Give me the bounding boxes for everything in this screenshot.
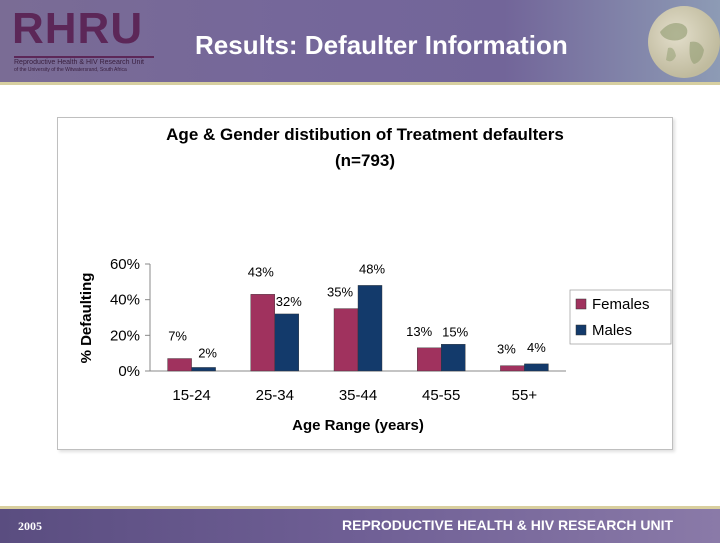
data-label-females-45-55: 13% xyxy=(406,324,432,339)
rhru-logo: RHRU Reproductive Health & HIV Research … xyxy=(12,4,182,74)
bar-males-15-24 xyxy=(191,367,216,372)
chart-subtitle: (n=793) xyxy=(335,151,395,170)
bar-chart: Age & Gender distibution of Treatment de… xyxy=(78,125,672,434)
logo-divider xyxy=(14,56,154,58)
x-tick-label: 15-24 xyxy=(172,387,210,404)
bar-males-25-34 xyxy=(274,313,300,372)
x-tick-label: 45-55 xyxy=(422,387,460,404)
x-tick-label: 25-34 xyxy=(256,387,294,404)
data-label-males-15-24: 2% xyxy=(198,345,217,360)
x-tick-label: 35-44 xyxy=(339,387,377,404)
bar-males-45-55 xyxy=(441,344,466,372)
data-label-females-25-34: 43% xyxy=(248,264,274,279)
data-label-females-35-44: 35% xyxy=(327,285,353,300)
data-label-females-55+: 3% xyxy=(497,342,516,357)
legend-frame xyxy=(569,289,672,345)
footer-bar: 2005 REPRODUCTIVE HEALTH & HIV RESEARCH … xyxy=(0,506,720,543)
bar-females-25-34 xyxy=(250,294,276,372)
bar-females-35-44 xyxy=(333,308,359,372)
legend-label-females: Females xyxy=(592,296,650,313)
y-tick-label: 20% xyxy=(110,327,140,344)
chart-title: Age & Gender distibution of Treatment de… xyxy=(166,125,564,144)
data-label-males-55+: 4% xyxy=(527,340,546,355)
bar-females-15-24 xyxy=(167,358,192,372)
bar-males-35-44 xyxy=(357,285,383,372)
data-label-females-15-24: 7% xyxy=(168,329,187,344)
legend-label-males: Males xyxy=(592,322,632,339)
y-tick-label: 60% xyxy=(110,256,140,273)
chart-panel: Age & Gender distibution of Treatment de… xyxy=(57,117,673,450)
footer-unit-name: REPRODUCTIVE HEALTH & HIV RESEARCH UNIT xyxy=(342,517,674,533)
slide-title: Results: Defaulter Information xyxy=(195,30,568,60)
logo-subtitle: Reproductive Health & HIV Research Unit xyxy=(14,59,144,66)
bar-females-55+ xyxy=(500,365,525,372)
y-tick-label: 0% xyxy=(118,363,140,380)
x-axis-label: Age Range (years) xyxy=(292,417,424,434)
y-axis-label: % Defaulting xyxy=(78,273,95,364)
logo-text: RHRU xyxy=(12,4,144,53)
footer-year: 2005 xyxy=(18,519,42,533)
data-label-males-25-34: 32% xyxy=(276,294,302,309)
bar-females-45-55 xyxy=(417,347,442,372)
data-label-males-45-55: 15% xyxy=(442,324,468,339)
logo-subtitle-small: of the University of the Witwatersrand, … xyxy=(14,67,127,73)
data-label-males-35-44: 48% xyxy=(359,261,385,276)
x-tick-label: 55+ xyxy=(512,387,538,404)
bar-males-55+ xyxy=(524,363,549,372)
y-tick-label: 40% xyxy=(110,292,140,309)
globe-icon xyxy=(648,6,720,78)
legend-swatch-males xyxy=(575,324,587,336)
header-bar: RHRU Reproductive Health & HIV Research … xyxy=(0,0,720,85)
legend-swatch-females xyxy=(575,298,587,310)
